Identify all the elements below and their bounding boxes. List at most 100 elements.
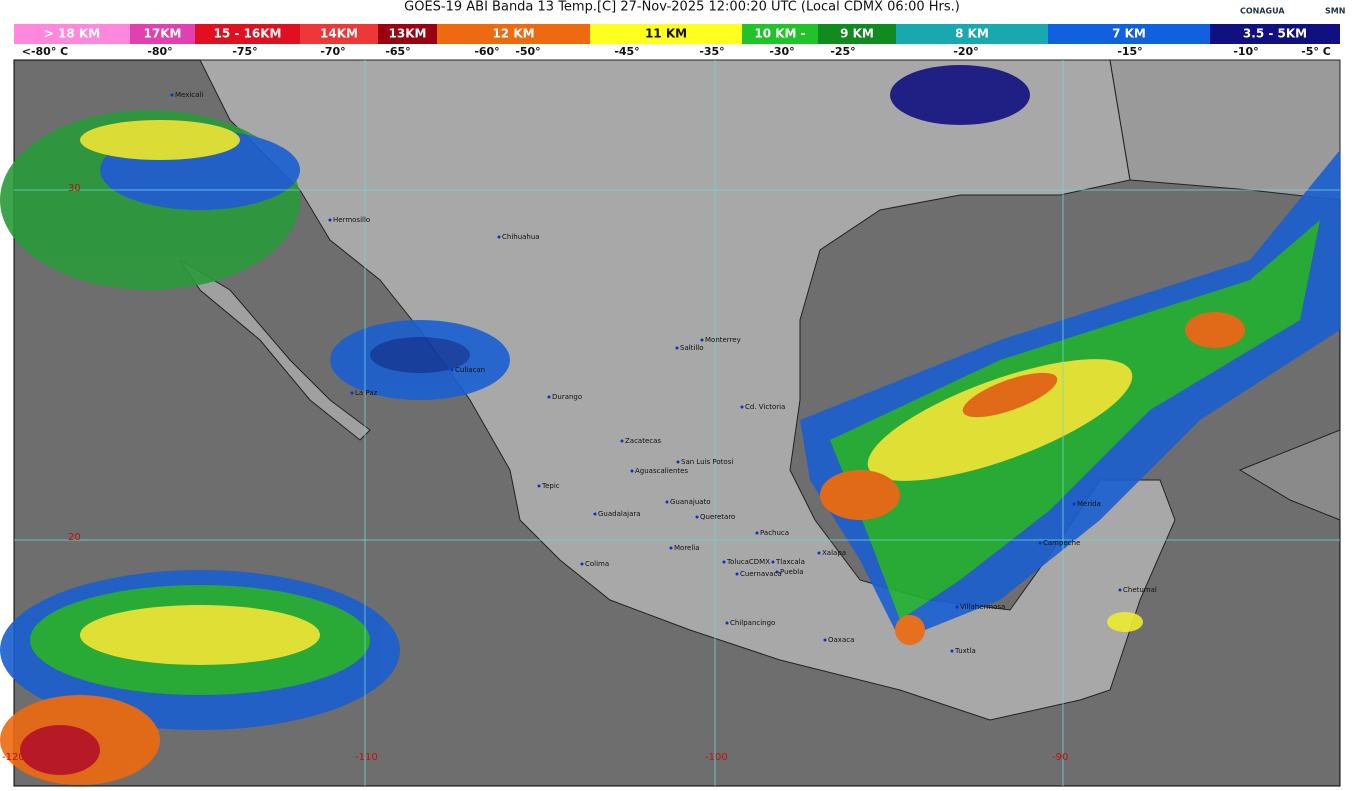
graticule-label: -90 [1052, 752, 1068, 763]
legend-label: 9 KM [840, 27, 874, 41]
city-marker [547, 395, 551, 399]
logo-conagua: CONAGUA [1240, 7, 1285, 16]
legend-swatch [1048, 24, 1210, 44]
city-marker [771, 560, 775, 564]
legend-label: 7 KM [1112, 27, 1146, 41]
city-label: Mexicali [175, 91, 203, 99]
legend-label: 13KM [389, 27, 427, 41]
legend-swatch [896, 24, 1048, 44]
city-label: Hermosillo [333, 216, 370, 224]
legend-swatch [195, 24, 300, 44]
legend-swatch [300, 24, 378, 44]
legend-label: 10 KM - [754, 27, 805, 41]
city-label: Guadalajara [598, 510, 641, 518]
city-label: Cuernavaca [740, 570, 782, 578]
legend-swatch [742, 24, 818, 44]
city-marker [675, 346, 679, 350]
legend-label: 3.5 - 5KM [1243, 27, 1307, 41]
city-marker [740, 405, 744, 409]
legend-temp: -75° [232, 45, 257, 58]
legend-temp: -35° [699, 45, 724, 58]
city-marker [1072, 502, 1076, 506]
city-label: Zacatecas [625, 437, 661, 445]
city-marker [695, 515, 699, 519]
city-label: Monterrey [705, 336, 741, 344]
legend-label: 11 KM [645, 27, 687, 41]
legend-label: 12 KM [492, 27, 534, 41]
city-label: Aguascalientes [635, 467, 688, 475]
city-marker [665, 500, 669, 504]
legend-label: 8 KM [955, 27, 989, 41]
graticule [14, 60, 1340, 786]
city-label: Merida [1077, 500, 1101, 508]
city-marker [1118, 588, 1122, 592]
clouds [0, 65, 1340, 785]
city-marker [170, 93, 174, 97]
city-marker [497, 235, 501, 239]
city-marker [593, 512, 597, 516]
city-label: Tlaxcala [775, 558, 805, 566]
graticule-label: -100 [705, 752, 728, 763]
legend-swatch [437, 24, 590, 44]
legend-swatch [818, 24, 896, 44]
legend-temp: -30° [769, 45, 794, 58]
legend-temp: <-80° C [22, 45, 69, 58]
city-label: Chilpancingo [730, 619, 775, 627]
city-label: Tepic [541, 482, 560, 490]
map: Mexicali Hermosillo Chihuahua La Paz Culiaca… [0, 59, 1341, 787]
city-label: Saltillo [680, 344, 704, 352]
city-marker [669, 546, 673, 550]
city-label: Tuxtla [954, 647, 976, 655]
logo-smn: SMN [1325, 7, 1345, 16]
graticule-label: -120 [2, 752, 25, 763]
city-label: San Luis Potosi [681, 458, 733, 466]
city-label: Morelia [674, 544, 700, 552]
city-label: Puebla [780, 568, 804, 576]
city-marker [450, 368, 454, 372]
city-marker [950, 649, 954, 653]
legend-label: 17KM [144, 27, 182, 41]
legend-temp: -5° C [1301, 45, 1331, 58]
city-label: Chetumal [1123, 586, 1157, 594]
city-label: Colima [585, 560, 609, 568]
city-marker [735, 572, 739, 576]
city-marker [1038, 541, 1042, 545]
city-marker [722, 560, 726, 564]
legend-label: > 18 KM [44, 27, 100, 41]
legend-temp: -15° [1117, 45, 1142, 58]
usa-east [1109, 59, 1341, 201]
city-label: Queretaro [700, 513, 735, 521]
city-marker [328, 218, 332, 222]
legend-temp: -45° [614, 45, 639, 58]
graticule-label: 20 [68, 532, 81, 543]
legend-temp: -25° [830, 45, 855, 58]
city-label: Pachuca [760, 529, 789, 537]
legend-swatch [590, 24, 742, 44]
legend-temp: -10° [1233, 45, 1258, 58]
city-marker [955, 605, 959, 609]
legend-swatch [130, 24, 195, 44]
city-label: Chihuahua [502, 233, 540, 241]
cuba [1238, 429, 1341, 521]
legend-label: 15 - 16KM [214, 27, 282, 41]
city-label: Oaxaca [828, 636, 854, 644]
city-label: Durango [552, 393, 582, 401]
city-label: Villahermosa [960, 603, 1005, 611]
legend-temp: -65° [385, 45, 410, 58]
city-label: Guanajuato [670, 498, 711, 506]
city-marker [620, 439, 624, 443]
city-label: Culiacan [455, 366, 485, 374]
graticule-label: -110 [355, 752, 378, 763]
legend-label: 14KM [320, 27, 358, 41]
legend-temp: -70° [320, 45, 345, 58]
legend-temp: -80° [147, 45, 172, 58]
legend: > 18 KM 17KM 15 - 16KM 14KM 13KM 12 KM 11 KM 10… [14, 24, 1340, 58]
city-marker [580, 562, 584, 566]
city-label: Campeche [1043, 539, 1080, 547]
city-marker [775, 570, 779, 574]
city-label: La Paz [355, 389, 378, 397]
title: GOES-19 ABI Banda 13 Temp.[C] 27-Nov-202… [404, 0, 960, 15]
legend-swatch [1210, 24, 1340, 44]
city-marker [823, 638, 827, 642]
city-marker [537, 484, 541, 488]
